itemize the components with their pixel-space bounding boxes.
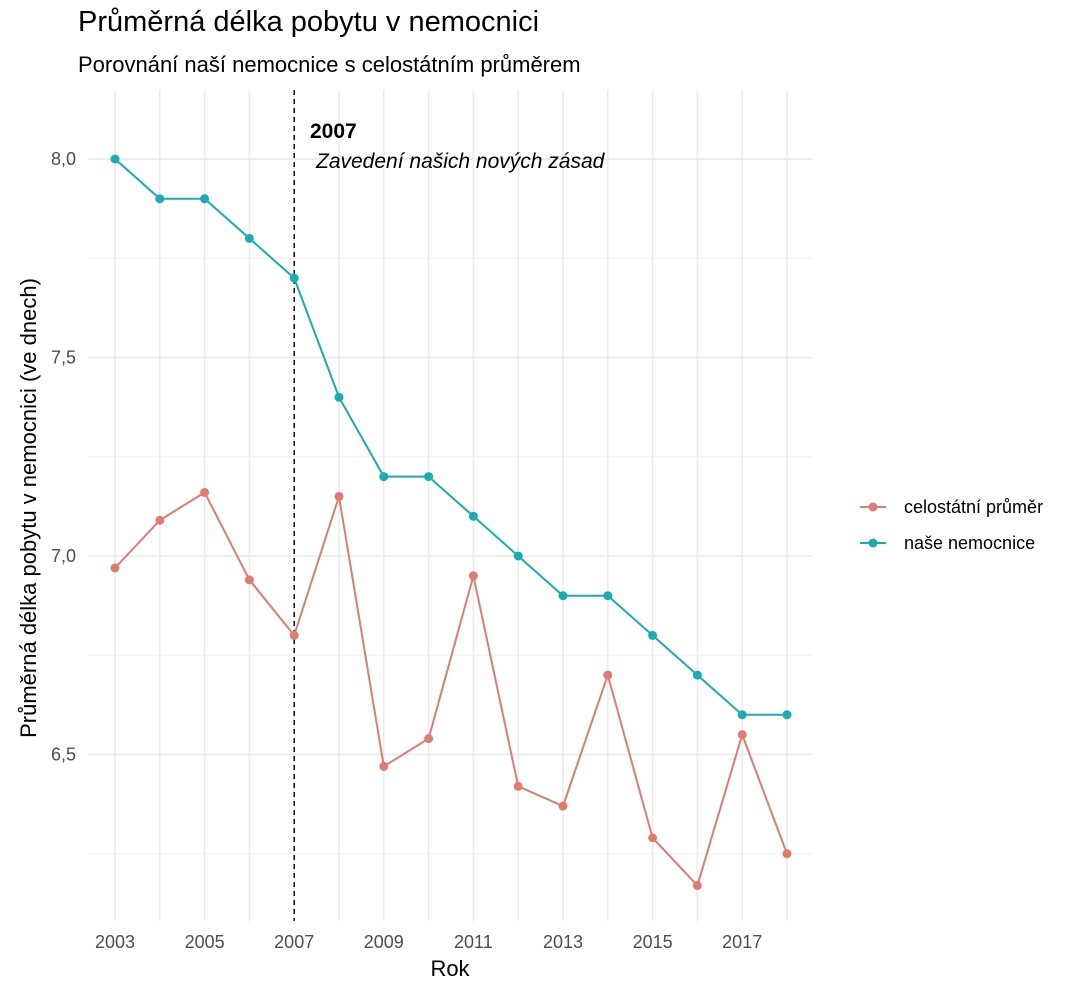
- data-point-national-average: [379, 761, 389, 771]
- data-point-our-hospital: [155, 194, 165, 204]
- data-point-national-average: [648, 833, 658, 843]
- data-point-national-average: [603, 670, 613, 680]
- x-tick-label: 2007: [274, 932, 314, 952]
- annotation-description-label: Zavedení našich nových zásad: [315, 150, 606, 173]
- y-tick-label: 7,0: [51, 546, 76, 566]
- data-point-our-hospital: [558, 591, 568, 601]
- y-tick-label: 6,5: [51, 745, 76, 765]
- data-point-our-hospital: [334, 392, 344, 402]
- data-point-our-hospital: [110, 154, 120, 164]
- data-point-national-average: [289, 630, 299, 640]
- x-tick-label: 2011: [454, 932, 493, 952]
- chart-subtitle: Porovnání naší nemocnice s celostátním p…: [78, 52, 581, 77]
- legend-point-national: [868, 502, 878, 512]
- data-point-our-hospital: [648, 630, 658, 640]
- data-point-our-hospital: [468, 511, 478, 521]
- data-point-national-average: [782, 849, 792, 859]
- data-point-our-hospital: [289, 273, 299, 283]
- data-point-national-average: [692, 881, 702, 891]
- series-layer: [110, 154, 792, 891]
- data-point-national-average: [513, 781, 523, 791]
- data-point-national-average: [737, 730, 747, 740]
- data-point-our-hospital: [200, 194, 210, 204]
- data-point-national-average: [155, 515, 165, 525]
- data-point-our-hospital: [603, 591, 613, 601]
- grid: [88, 90, 812, 921]
- legend-point-hospital: [868, 538, 878, 548]
- y-tick-label: 7,5: [51, 348, 76, 368]
- data-point-national-average: [558, 801, 568, 811]
- data-point-national-average: [200, 487, 210, 497]
- legend-label-hospital: naše nemocnice: [904, 533, 1035, 553]
- data-point-national-average: [424, 734, 434, 744]
- x-tick-label: 2017: [722, 932, 762, 952]
- chart-title: Průměrná délka pobytu v nemocnici: [78, 6, 540, 38]
- data-point-our-hospital: [782, 710, 792, 720]
- x-tick-label: 2003: [95, 932, 135, 952]
- series-line-our-hospital: [114, 158, 787, 716]
- y-axis-title: Průměrná délka pobytu v nemocnici (ve dn…: [16, 278, 41, 738]
- legend-label-national: celostátní průměr: [904, 497, 1043, 517]
- data-point-our-hospital: [737, 710, 747, 720]
- y-tick-label: 8,0: [51, 149, 76, 169]
- data-point-our-hospital: [692, 670, 702, 680]
- data-point-national-average: [244, 575, 254, 585]
- data-point-national-average: [468, 571, 478, 581]
- data-point-our-hospital: [379, 472, 389, 482]
- x-axis-title: Rok: [430, 956, 470, 981]
- legend: celostátní průměr naše nemocnice: [860, 497, 1043, 553]
- data-point-national-average: [334, 491, 344, 501]
- annotation-year-label: 2007: [310, 120, 357, 143]
- axis-ticks: 2003 2005 2007 2009 2011 2013 2015 2017 6,5 7,0 7,…: [51, 149, 762, 952]
- data-point-national-average: [110, 563, 120, 573]
- x-tick-label: 2013: [543, 932, 583, 952]
- x-tick-label: 2015: [633, 932, 673, 952]
- x-tick-label: 2005: [185, 932, 225, 952]
- x-tick-label: 2009: [364, 932, 404, 952]
- series-line-national-average: [114, 491, 788, 888]
- data-point-our-hospital: [244, 233, 254, 243]
- data-point-our-hospital: [513, 551, 523, 561]
- data-point-our-hospital: [424, 472, 434, 482]
